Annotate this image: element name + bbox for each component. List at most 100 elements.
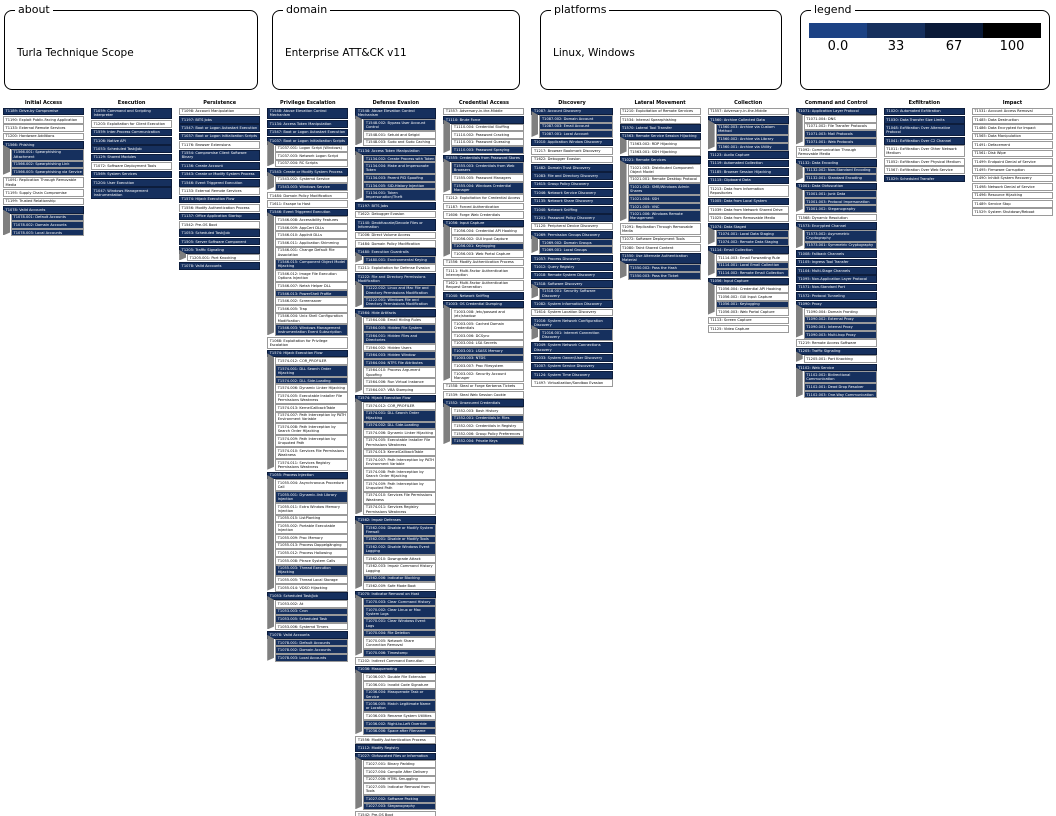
technique-cell[interactable]: T1201: Password Policy Discovery [531,214,613,222]
subtechnique-cell[interactable]: T1110.002: Password Cracking [451,131,525,139]
subtechnique-cell[interactable]: T1546.010: AppInit DLLs [275,231,349,240]
subtechnique-cell[interactable]: T1021.004: SSH [627,195,701,203]
subtechnique-cell[interactable]: T1574.009: Path Interception by Unquoted… [275,435,349,448]
technique-cell[interactable]: T1557: Adversary-in-the-Middle [707,107,789,116]
technique-cell[interactable]: T1012: Query Registry [531,263,613,271]
technique-cell[interactable]: T1104: Multi-Stage Channels [795,266,877,275]
technique-cell[interactable]: T1119: Automated Collection [707,159,789,168]
subtechnique-cell[interactable]: T1574.002: DLL Side-Loading [363,421,437,430]
technique-cell[interactable]: T1187: Forced Authentication [443,202,525,211]
subtechnique-cell[interactable]: T1546.001: Change Default File Associati… [275,246,349,259]
subtechnique-cell[interactable]: T1027.002: Software Packing [363,795,437,803]
technique-cell[interactable]: T1606: Forge Web Credentials [443,211,525,219]
subtechnique-cell[interactable]: T1205.001: Port Knocking [187,253,261,262]
technique-cell[interactable]: T1136: Create Account [179,162,261,170]
technique-cell[interactable]: T1078: Valid Accounts [179,262,261,270]
subtechnique-cell[interactable]: T1564.007: VBA Stomping [363,386,437,394]
technique-cell[interactable]: T1543: Create or Modify System Process [267,168,349,176]
subtechnique-cell[interactable]: T1055.011: Extra Window Memory Injection [275,502,349,515]
technique-cell[interactable]: T1499: Endpoint Denial of Service [971,157,1053,166]
subtechnique-cell[interactable]: T1056.002: GUI Input Capture [715,292,789,301]
technique-cell[interactable]: T1547: Boot or Logon Autostart Execution [267,128,349,137]
subtechnique-cell[interactable]: T1056.002: GUI Input Capture [451,234,525,243]
technique-cell[interactable]: T1217: Browser Bookmark Discovery [531,147,613,155]
subtechnique-cell[interactable]: T1056.001: Keylogging [715,300,789,309]
subtechnique-cell[interactable]: T1546.008: Accessibility Features [275,216,349,224]
subtechnique-cell[interactable]: T1071.004: DNS [803,115,877,123]
subtechnique-cell[interactable]: T1090.001: Internal Proxy [803,323,877,331]
subtechnique-cell[interactable]: T1056.003: Web Portal Capture [451,250,525,258]
technique-cell[interactable]: T1041: Exfiltration Over C2 Channel [883,136,965,145]
subtechnique-cell[interactable]: T1574.006: Dynamic Linker Hijacking [275,384,349,393]
subtechnique-cell[interactable]: T1001.003: Protocol Impersonation [803,197,877,206]
subtechnique-cell[interactable]: T1560.001: Archive via Utility [715,142,789,151]
subtechnique-cell[interactable]: T1574.001: DLL Search Order Hijacking [363,409,437,422]
technique-cell[interactable]: T1212: Exploitation for Credential Acces… [443,194,525,203]
technique-cell[interactable]: T1005: Data from Local System [707,197,789,206]
subtechnique-cell[interactable]: T1036.003: Rename System Utilities [363,712,437,720]
technique-cell[interactable]: T1485: Data Destruction [971,115,1053,124]
subtechnique-cell[interactable]: T1566.001: Spearphishing Attachment [11,148,85,161]
technique-cell[interactable]: T1495: Firmware Corruption [971,166,1053,174]
subtechnique-cell[interactable]: T1071.001: Web Protocols [803,137,877,146]
subtechnique-cell[interactable]: T1560.002: Archive via Library [715,135,789,143]
subtechnique-cell[interactable]: T1546.013: PowerShell Profile [275,289,349,298]
technique-cell[interactable]: T1205: Traffic Signaling [179,246,261,254]
technique-cell[interactable]: T1614: System Location Discovery [531,308,613,317]
subtechnique-cell[interactable]: T1078.002: Domain Accounts [11,221,85,229]
technique-cell[interactable]: T1134: Access Token Manipulation [355,147,437,155]
technique-cell[interactable]: T1040: Network Sniffing [443,292,525,300]
technique-cell[interactable]: T1205: Traffic Signaling [795,347,877,356]
subtechnique-cell[interactable]: T1548.001: Setuid and Setgid [363,131,437,139]
technique-cell[interactable]: T1529: System Shutdown/Reboot [971,208,1053,216]
subtechnique-cell[interactable]: T1574.008: Path Interception by Search O… [275,423,349,436]
technique-cell[interactable]: T1491: Defacement [971,141,1053,149]
subtechnique-cell[interactable]: T1552.004: Private Keys [451,437,525,446]
technique-cell[interactable]: T1211: Exploitation for Defense Evasion [355,264,437,273]
technique-cell[interactable]: T1199: Trusted Relationship [3,197,85,206]
technique-cell[interactable]: T1049: System Network Connections Discov… [531,341,613,354]
technique-cell[interactable]: T1480: Execution Guardrails [355,248,437,256]
subtechnique-cell[interactable]: T1574.010: Services File Permissions Wea… [363,491,437,504]
technique-cell[interactable]: T1132: Data Encoding [795,158,877,167]
technique-cell[interactable]: T1562: Impair Defenses [355,516,437,524]
technique-cell[interactable]: T1056: Input Capture [443,219,525,228]
subtechnique-cell[interactable]: T1078.003: Local Accounts [275,654,349,662]
subtechnique-cell[interactable]: T1003.002: Security Account Manager [451,369,525,382]
subtechnique-cell[interactable]: T1550.003: Pass the Ticket [627,272,701,280]
technique-cell[interactable]: T1057: Process Discovery [531,254,613,263]
subtechnique-cell[interactable]: T1055.012: Process Hollowing [275,549,349,557]
technique-cell[interactable]: T1574: Hijack Execution Flow [355,394,437,403]
technique-cell[interactable]: T1134: Access Token Manipulation [267,120,349,128]
technique-cell[interactable]: T1095: Non-Application Layer Protocol [795,275,877,283]
subtechnique-cell[interactable]: T1546.003: Windows Management Instrument… [275,324,349,337]
technique-cell[interactable]: T1518: Software Discovery [531,280,613,288]
technique-cell[interactable]: T1482: Domain Trust Discovery [531,163,613,172]
technique-cell[interactable]: T1484: Domain Policy Modification [355,239,437,248]
technique-cell[interactable]: T1037: Boot or Logon Initialization Scri… [267,136,349,145]
technique-cell[interactable]: T1548: Abuse Elevation Control Mechanism [267,107,349,120]
subtechnique-cell[interactable]: T1552.003: Bash History [451,407,525,415]
technique-cell[interactable]: T1020: Automated Exfiltration [883,107,965,116]
subtechnique-cell[interactable]: T1003.006: DCSync [451,331,525,340]
subtechnique-cell[interactable]: T1069.002: Domain Groups [539,238,613,247]
technique-cell[interactable]: T1185: Browser Session Hijacking [707,168,789,176]
subtechnique-cell[interactable]: T1036.007: Double File Extension [363,673,437,682]
subtechnique-cell[interactable]: T1518.001: Security Software Discovery [539,287,613,300]
technique-cell[interactable]: T1204: User Execution [91,178,173,187]
subtechnique-cell[interactable]: T1546.011: Application Shimming [275,239,349,247]
subtechnique-cell[interactable]: T1102.001: Dead Drop Resolver [803,383,877,391]
technique-cell[interactable]: T1091: Replication Through Removable Med… [619,223,701,235]
subtechnique-cell[interactable]: T1546.015: Component Object Model Hijack… [275,258,349,271]
technique-cell[interactable]: T1025: Data from Removable Media [707,214,789,223]
subtechnique-cell[interactable]: T1003.003: NTDS [451,354,525,363]
subtechnique-cell[interactable]: T1070.001: Clear Windows Event Logs [363,617,437,630]
technique-cell[interactable]: T1087: Account Discovery [531,107,613,116]
technique-cell[interactable]: T1569: System Services [91,170,173,179]
technique-cell[interactable]: T1543: Create or Modify System Process [179,170,261,179]
subtechnique-cell[interactable]: T1552.002: Credentials in Registry [451,422,525,430]
technique-cell[interactable]: T1203: Exploitation for Client Execution [91,120,173,128]
technique-cell[interactable]: T1053: Scheduled Task/Job [91,145,173,153]
technique-cell[interactable]: T1069: Permission Groups Discovery [531,231,613,239]
subtechnique-cell[interactable]: T1027.006: HTML Smuggling [363,775,437,784]
